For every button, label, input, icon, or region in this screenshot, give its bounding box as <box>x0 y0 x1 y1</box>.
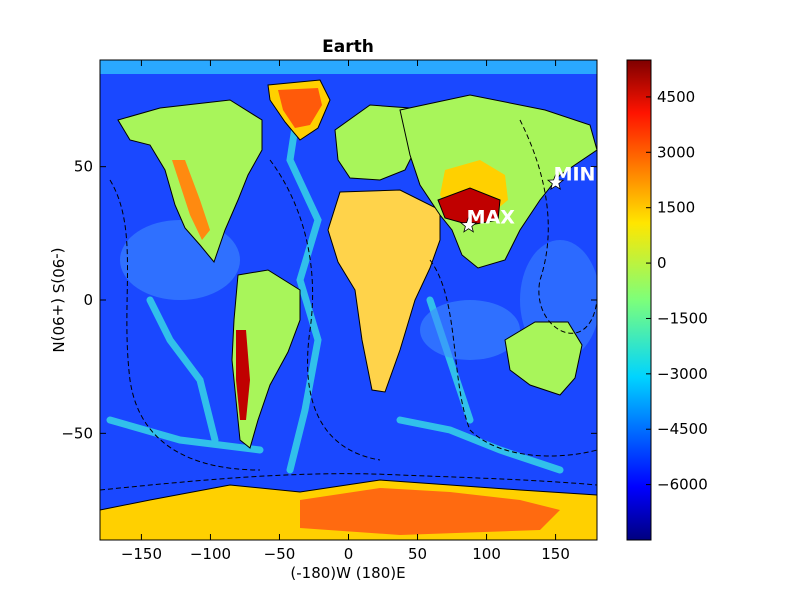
y-tick-label: −50 <box>61 424 93 442</box>
south-america <box>231 269 301 449</box>
colorbar-ticks: 4500 3000 1500 0 −1500 −3000 −4500 −6000 <box>646 88 708 494</box>
greenland-ice <box>278 88 322 128</box>
colorbar-tick-label: 4500 <box>657 88 695 106</box>
y-axis-label: (-90)S (+90)N <box>49 247 67 352</box>
x-tick-label: 150 <box>541 545 570 563</box>
colorbar-tick-label: 1500 <box>657 199 695 217</box>
rockies <box>172 160 210 240</box>
elevation-map <box>100 60 597 540</box>
marker-star-min <box>546 173 565 190</box>
y-axis-ticks: −50 0 50 <box>61 158 597 442</box>
x-tick-label: −150 <box>121 545 162 563</box>
colorbar-tick-label: −3000 <box>657 365 708 383</box>
marker-star-max <box>459 216 478 233</box>
x-tick-label: −50 <box>264 545 296 563</box>
y-tick-label: 0 <box>83 291 93 309</box>
colorbar-tick-label: −4500 <box>657 420 708 438</box>
marker-label-min: MIN <box>554 164 596 186</box>
x-tick-label: 100 <box>472 545 501 563</box>
europe <box>334 104 421 181</box>
colorbar-tick-label: 0 <box>657 254 667 272</box>
x-axis-label: (-180)W (180)E <box>290 564 405 582</box>
colorbar-gradient <box>626 59 652 541</box>
marker-label-max: MAX <box>467 206 516 228</box>
colorbar: 4500 3000 1500 0 −1500 −3000 −4500 −6000 <box>626 59 708 541</box>
colorbar-tick-label: −6000 <box>657 476 708 494</box>
chart-title: Earth <box>322 37 374 57</box>
colorbar-tick-label: −1500 <box>657 309 708 327</box>
x-tick-label: −100 <box>190 545 231 563</box>
x-tick-label: 50 <box>408 545 427 563</box>
depth-contours <box>100 119 597 491</box>
antarctica-high <box>300 488 560 535</box>
x-tick-label: 0 <box>344 545 354 563</box>
colorbar-tick-label: 3000 <box>657 143 695 161</box>
x-axis-ticks: −150 −100 −50 0 50 100 150 <box>121 60 570 563</box>
y-tick-label: 50 <box>74 158 93 176</box>
arctic-band <box>100 60 597 74</box>
markers-layer: MAX MIN <box>459 164 596 233</box>
tibetan-plateau <box>437 187 501 226</box>
australia <box>504 321 583 396</box>
andes <box>236 330 250 420</box>
